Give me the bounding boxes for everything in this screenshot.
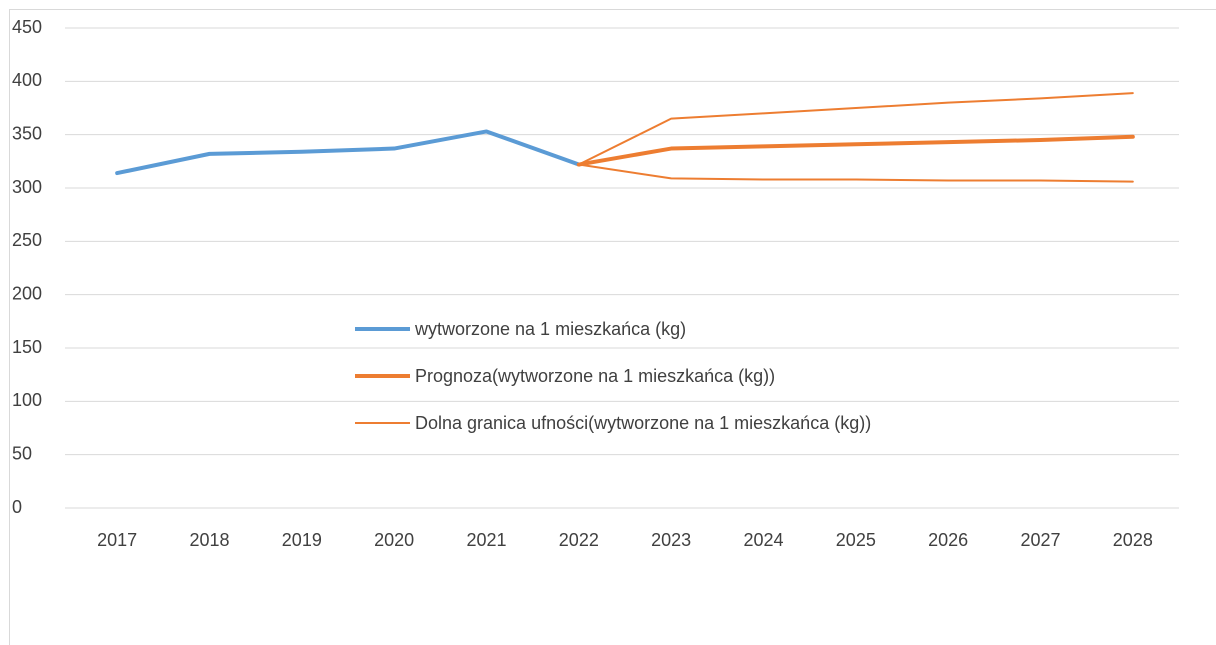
x-tick-label: 2020	[374, 530, 414, 550]
y-tick-label: 450	[12, 17, 42, 37]
legend-label: wytworzone na 1 mieszkańca (kg)	[415, 319, 687, 339]
legend-entry: Prognoza(wytworzone na 1 mieszkańca (kg)…	[355, 363, 925, 390]
y-tick-label: 0	[12, 497, 22, 517]
series-line	[576, 134, 1135, 167]
series-line	[577, 163, 1134, 183]
x-tick-label: 2018	[189, 530, 229, 550]
y-tick-label: 400	[12, 70, 42, 90]
y-tick-label: 200	[12, 283, 42, 303]
x-tick-label: 2027	[1020, 530, 1060, 550]
x-tick-label: 2024	[743, 530, 783, 550]
x-tick-label: 2023	[651, 530, 691, 550]
legend-swatch	[355, 422, 410, 424]
x-tick-label: 2025	[836, 530, 876, 550]
x-tick-label: 2022	[559, 530, 599, 550]
legend-label: Dolna granica ufności(wytworzone na 1 mi…	[415, 413, 872, 433]
y-tick-label: 100	[12, 390, 42, 410]
y-tick-label: 350	[12, 123, 42, 143]
y-tick-label: 150	[12, 337, 42, 357]
x-tick-label: 2021	[466, 530, 506, 550]
x-tick-label: 2019	[282, 530, 322, 550]
x-tick-label: 2017	[97, 530, 137, 550]
legend: wytworzone na 1 mieszkańca (kg) Prognoza(…	[355, 316, 955, 457]
legend-swatch	[355, 327, 410, 331]
y-tick-label: 50	[12, 443, 32, 463]
y-tick-label: 250	[12, 230, 42, 250]
legend-entry: wytworzone na 1 mieszkańca (kg)	[355, 316, 925, 343]
legend-swatch	[355, 374, 410, 378]
y-tick-label: 300	[12, 177, 42, 197]
series-line	[577, 92, 1134, 166]
x-tick-label: 2028	[1113, 530, 1153, 550]
x-tick-label: 2026	[928, 530, 968, 550]
legend-entry: Dolna granica ufności(wytworzone na 1 mi…	[355, 410, 925, 437]
legend-label: Prognoza(wytworzone na 1 mieszkańca (kg)…	[415, 366, 776, 386]
series-line	[115, 129, 581, 176]
